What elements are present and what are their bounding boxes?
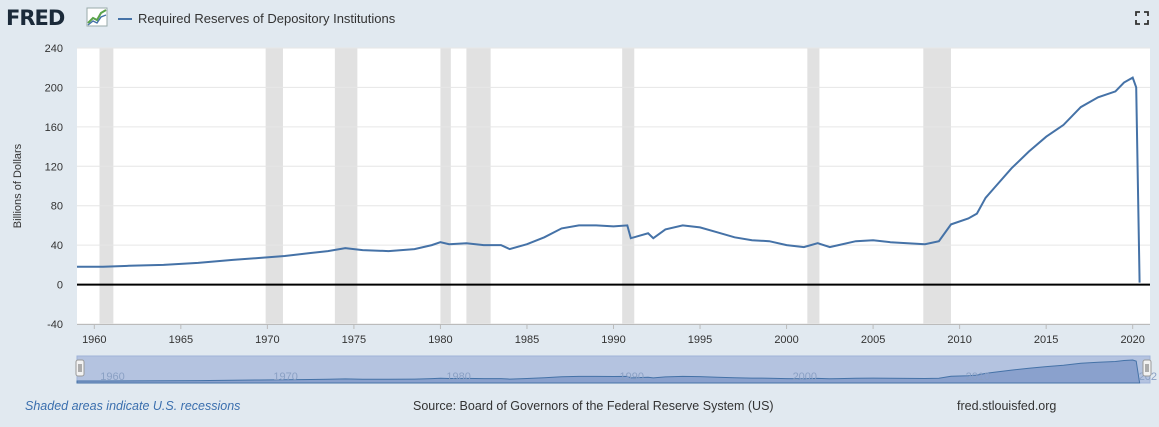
navigator-label: 2010 <box>966 371 990 383</box>
y-tick-label: 120 <box>45 161 63 173</box>
y-tick-label: 240 <box>45 43 63 55</box>
x-tick-label: 2015 <box>1034 334 1058 346</box>
navigator-label: 2000 <box>793 371 817 383</box>
x-tick-label: 2020 <box>1120 334 1144 346</box>
plot-area <box>77 48 1150 324</box>
x-tick-label: 2010 <box>947 334 971 346</box>
recession-band <box>440 48 451 324</box>
recession-band <box>99 48 114 324</box>
x-tick-label: 1980 <box>428 334 452 346</box>
x-tick-label: 1975 <box>342 334 366 346</box>
x-tick-label: 1995 <box>688 334 712 346</box>
y-tick-label: 40 <box>51 240 63 252</box>
recession-band <box>923 48 951 324</box>
y-tick-label: 0 <box>57 280 63 292</box>
recession-note-link[interactable]: Shaded areas indicate U.S. recessions <box>25 399 241 413</box>
legend-label: Required Reserves of Depository Institut… <box>138 11 396 26</box>
recession-band <box>466 48 491 324</box>
fred-url-link[interactable]: fred.stlouisfed.org <box>957 399 1057 413</box>
recession-band <box>334 48 358 324</box>
x-tick-label: 1960 <box>82 334 106 346</box>
x-tick-label: 1965 <box>169 334 193 346</box>
x-tick-label: 2005 <box>861 334 885 346</box>
y-axis-title: Billions of Dollars <box>12 143 24 228</box>
navigator-label: 1960 <box>100 371 124 383</box>
x-tick-label: 1970 <box>255 334 279 346</box>
source-text: Source: Board of Governors of the Federa… <box>413 399 774 413</box>
fred-logo[interactable]: FRED <box>6 6 65 30</box>
navigator-label: 1970 <box>273 371 297 383</box>
navigator-right-handle[interactable] <box>1142 359 1152 377</box>
fullscreen-icon[interactable] <box>1134 10 1150 26</box>
navigator-label: 1990 <box>620 371 644 383</box>
navigator-series <box>76 359 1141 384</box>
recession-band <box>622 48 635 324</box>
y-tick-label: 80 <box>51 201 63 213</box>
chart-footer: Shaded areas indicate U.S. recessions So… <box>0 396 1159 420</box>
recession-band <box>265 48 283 324</box>
chart-header: FRED Required Reserves of Depository Ins… <box>0 0 1159 38</box>
x-tick-label: 2000 <box>774 334 798 346</box>
y-tick-label: -40 <box>47 319 63 331</box>
legend-line-swatch <box>118 18 132 20</box>
navigator-left-handle[interactable] <box>75 359 85 377</box>
fred-logo-graph-icon <box>86 7 108 27</box>
line-chart: -40 0 40 80 120 160 200 240 1960 1965 1970 1975 1980… <box>12 43 1157 384</box>
y-tick-label: 160 <box>45 122 63 134</box>
recession-band <box>807 48 820 324</box>
x-tick-label: 1985 <box>515 334 539 346</box>
series-line <box>77 76 1141 283</box>
y-tick-label: 200 <box>45 82 63 94</box>
x-tick-label: 1990 <box>601 334 625 346</box>
navigator-label: 1980 <box>446 371 470 383</box>
